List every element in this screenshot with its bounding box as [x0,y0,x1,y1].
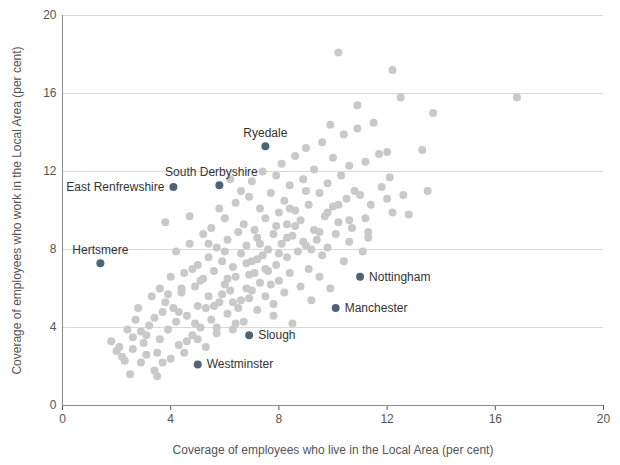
svg-text:16: 16 [43,86,57,100]
svg-text:Westminster: Westminster [207,357,273,371]
svg-text:Coverage of employees who work: Coverage of employees who work in the Lo… [10,46,24,374]
svg-text:12: 12 [380,412,394,426]
svg-text:Manchester: Manchester [345,301,408,315]
svg-text:20: 20 [43,8,57,22]
svg-text:16: 16 [489,412,503,426]
svg-text:Ryedale: Ryedale [243,126,287,140]
svg-text:20: 20 [597,412,611,426]
svg-text:Slough: Slough [258,328,295,342]
svg-text:0: 0 [50,398,57,412]
svg-text:Hertsmere: Hertsmere [72,243,128,257]
svg-text:8: 8 [276,412,283,426]
svg-text:0: 0 [59,412,66,426]
svg-text:8: 8 [50,242,57,256]
svg-text:East Renfrewshire: East Renfrewshire [66,180,164,194]
svg-text:4: 4 [167,412,174,426]
svg-text:Nottingham: Nottingham [369,270,430,284]
svg-text:South Derbyshire: South Derbyshire [165,165,258,179]
svg-text:12: 12 [43,164,57,178]
svg-text:Coverage of employees who live: Coverage of employees who live in the Lo… [173,443,494,457]
svg-text:4: 4 [50,320,57,334]
